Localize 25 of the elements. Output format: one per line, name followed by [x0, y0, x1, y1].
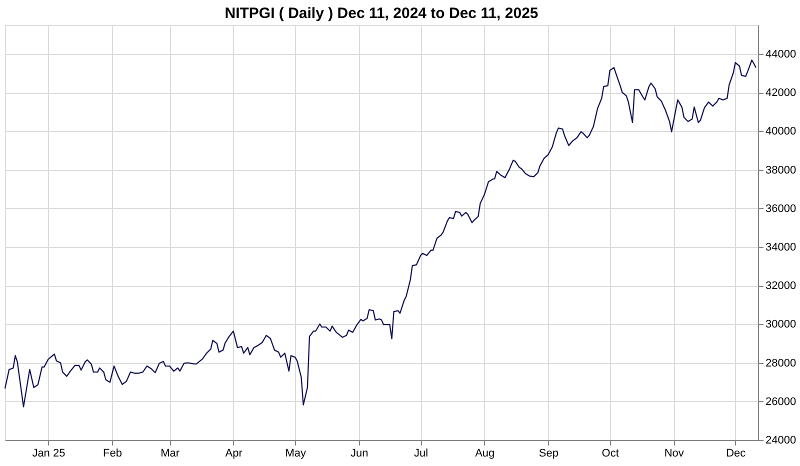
y-tick-label: 28000: [766, 357, 796, 370]
x-tick-label: Oct: [602, 448, 619, 460]
y-tick-label: 38000: [766, 164, 796, 176]
y-tick-label: 30000: [766, 318, 796, 331]
x-tick-label: Dec: [726, 448, 746, 460]
x-tick-label: Feb: [103, 448, 122, 460]
y-tick-label: 24000: [766, 434, 796, 446]
y-tick-label: 40000: [766, 126, 796, 138]
x-tick-label: May: [285, 448, 306, 460]
x-tick-label: Jan 25: [32, 448, 66, 460]
y-tick-label: 32000: [766, 280, 796, 292]
y-tick-label: 36000: [766, 202, 796, 215]
y-tick-label: 26000: [766, 396, 796, 408]
y-tick-label: 44000: [766, 48, 796, 60]
y-tick-label: 42000: [766, 87, 796, 100]
x-tick-label: Apr: [225, 448, 243, 460]
line-series: [4, 60, 757, 408]
x-tick-label: Mar: [160, 448, 180, 460]
x-tick-label: Aug: [475, 448, 495, 460]
x-tick-label: Jun: [350, 448, 368, 460]
x-tick-label: Sep: [538, 448, 558, 460]
x-tick-label: Nov: [664, 448, 684, 460]
x-tick-label: Jul: [414, 448, 428, 460]
y-tick-label: 34000: [766, 241, 796, 254]
chart-title: NITPGI ( Daily ) Dec 11, 2024 to Dec 11, 2025: [224, 5, 538, 22]
